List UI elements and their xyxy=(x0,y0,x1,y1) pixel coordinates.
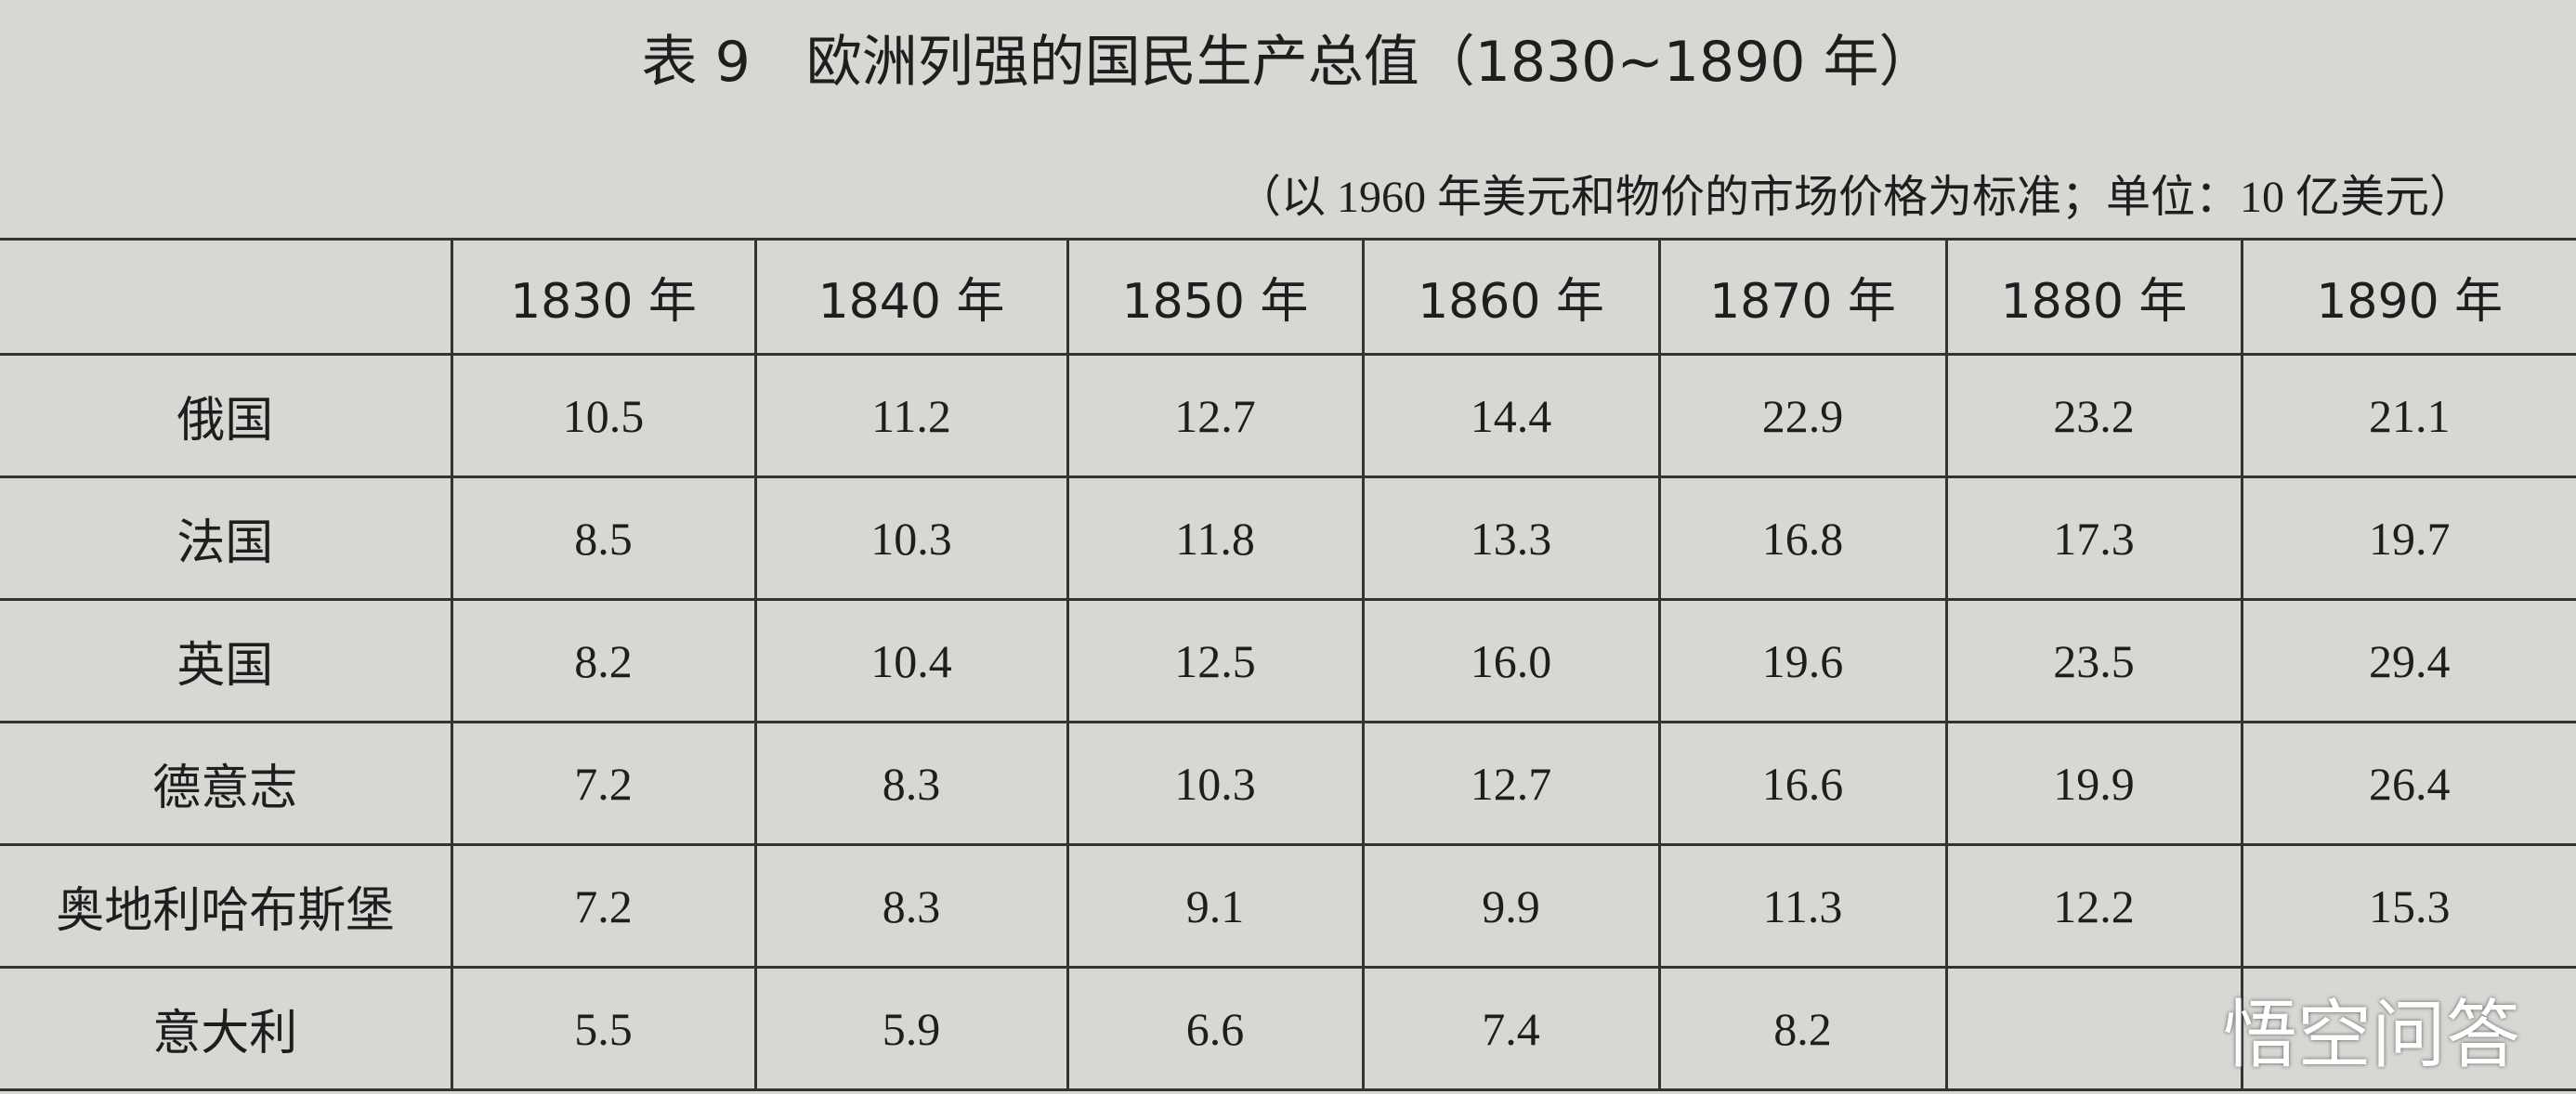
data-row: 俄国 10.5 11.2 12.7 14.4 22.9 23.2 21.1 xyxy=(0,353,2576,478)
table-subtitle: （以 1960 年美元和物价的市场价格为标准；单位：10 亿美元） xyxy=(1236,173,2474,222)
data-cell: 16.8 xyxy=(1657,475,1948,601)
data-cell: 26.4 xyxy=(2240,721,2576,846)
data-cell: 10.4 xyxy=(753,598,1069,723)
data-cell: 21.1 xyxy=(2240,353,2576,478)
data-cell: 15.3 xyxy=(2240,843,2576,969)
data-cell: 10.3 xyxy=(753,475,1069,601)
data-cell: 11.3 xyxy=(1657,843,1948,969)
data-row: 奥地利哈布斯堡 7.2 8.3 9.1 9.9 11.3 12.2 15.3 xyxy=(0,843,2576,969)
data-cell: 23.2 xyxy=(1944,353,2243,478)
data-cell: 8.2 xyxy=(450,598,757,723)
data-cell: 8.3 xyxy=(753,721,1069,846)
data-row: 意大利 5.5 5.9 6.6 7.4 8.2 xyxy=(0,966,2576,1091)
data-cell: 13.3 xyxy=(1361,475,1661,601)
header-cell: 1870 年 xyxy=(1657,238,1948,356)
header-cell: 1840 年 xyxy=(753,238,1069,356)
data-cell: 8.2 xyxy=(1657,966,1948,1091)
header-row: 1830 年 1840 年 1850 年 1860 年 1870 年 1880 年 1890… xyxy=(0,238,2576,356)
data-cell: 12.7 xyxy=(1361,721,1661,846)
data-cell: 7.4 xyxy=(1361,966,1661,1091)
row-label: 奥地利哈布斯堡 xyxy=(0,843,453,969)
data-cell: 12.5 xyxy=(1066,598,1365,723)
header-cell: 1850 年 xyxy=(1066,238,1365,356)
data-row: 法国 8.5 10.3 11.8 13.3 16.8 17.3 19.7 xyxy=(0,475,2576,601)
data-cell: 7.2 xyxy=(450,843,757,969)
data-cell: 5.9 xyxy=(753,966,1069,1091)
data-table: 1830 年 1840 年 1850 年 1860 年 1870 年 1880 年 1890… xyxy=(0,238,2576,1091)
watermark: 悟空问答 xyxy=(2223,992,2520,1078)
data-cell: 16.0 xyxy=(1361,598,1661,723)
table-title: 表 9 欧洲列强的国民生产总值（1830~1890 年） xyxy=(641,30,1935,95)
data-cell xyxy=(2240,966,2576,1091)
data-cell: 23.5 xyxy=(1944,598,2243,723)
data-cell: 10.5 xyxy=(450,353,757,478)
data-cell: 12.7 xyxy=(1066,353,1365,478)
data-cell: 29.4 xyxy=(2240,598,2576,723)
header-cell: 1830 年 xyxy=(450,238,757,356)
data-cell: 22.9 xyxy=(1657,353,1948,478)
data-cell: 7.2 xyxy=(450,721,757,846)
data-cell: 6.6 xyxy=(1066,966,1365,1091)
data-cell: 17.3 xyxy=(1944,475,2243,601)
data-cell: 11.8 xyxy=(1066,475,1365,601)
data-cell: 19.6 xyxy=(1657,598,1948,723)
data-cell: 16.6 xyxy=(1657,721,1948,846)
data-cell: 5.5 xyxy=(450,966,757,1091)
data-cell: 9.1 xyxy=(1066,843,1365,969)
row-label: 德意志 xyxy=(0,721,453,846)
header-cell: 1860 年 xyxy=(1361,238,1661,356)
corner-cell xyxy=(0,238,453,356)
data-cell: 11.2 xyxy=(753,353,1069,478)
data-cell: 9.9 xyxy=(1361,843,1661,969)
data-row: 德意志 7.2 8.3 10.3 12.7 16.6 19.9 26.4 xyxy=(0,721,2576,846)
row-label: 法国 xyxy=(0,475,453,601)
data-row: 英国 8.2 10.4 12.5 16.0 19.6 23.5 29.4 xyxy=(0,598,2576,723)
header-cell: 1890 年 xyxy=(2240,238,2576,356)
header-cell: 1880 年 xyxy=(1944,238,2243,356)
row-label: 英国 xyxy=(0,598,453,723)
row-label: 俄国 xyxy=(0,353,453,478)
data-cell: 12.2 xyxy=(1944,843,2243,969)
data-cell: 19.7 xyxy=(2240,475,2576,601)
data-cell: 14.4 xyxy=(1361,353,1661,478)
data-cell: 10.3 xyxy=(1066,721,1365,846)
data-cell: 19.9 xyxy=(1944,721,2243,846)
row-label: 意大利 xyxy=(0,966,453,1091)
data-cell: 8.5 xyxy=(450,475,757,601)
data-cell: 8.3 xyxy=(753,843,1069,969)
data-cell xyxy=(1944,966,2243,1091)
